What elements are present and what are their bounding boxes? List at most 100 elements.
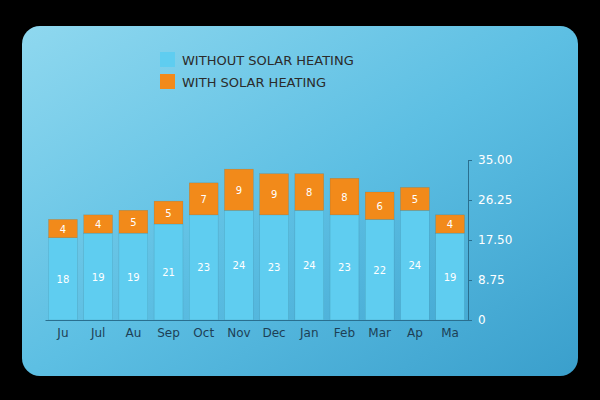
bar-segment bbox=[84, 233, 113, 320]
y-tick-label: 35.00 bbox=[478, 153, 512, 167]
x-tick: Sep bbox=[157, 320, 180, 340]
x-tick-label: Ap bbox=[407, 326, 423, 340]
data-label: 21 bbox=[162, 267, 175, 278]
y-tick-mark bbox=[468, 280, 472, 281]
data-label: 24 bbox=[303, 260, 316, 271]
y-axis-line bbox=[469, 161, 473, 321]
bar-segment bbox=[295, 174, 324, 211]
bar-segment bbox=[365, 219, 394, 320]
x-tick-label: Jan bbox=[299, 326, 319, 340]
legend: WITHOUT SOLAR HEATING WITH SOLAR HEATING bbox=[160, 52, 354, 90]
x-tick: Ma bbox=[441, 320, 459, 340]
x-tick: Oct bbox=[193, 320, 214, 340]
x-axis-line bbox=[46, 320, 469, 321]
x-tick-label: Feb bbox=[334, 326, 355, 340]
bar-segment bbox=[436, 215, 465, 233]
data-label: 5 bbox=[130, 217, 136, 228]
x-tick-label: Sep bbox=[157, 326, 180, 340]
y-tick-mark bbox=[468, 320, 472, 321]
frame bbox=[0, 0, 600, 400]
y-tick: 0 bbox=[468, 313, 486, 327]
bar-segment bbox=[154, 224, 183, 320]
bar-segment bbox=[49, 219, 78, 237]
bar-segment bbox=[365, 192, 394, 219]
data-label: 7 bbox=[201, 194, 207, 205]
x-tick: Ju bbox=[56, 320, 68, 340]
y-tick-label: 17.50 bbox=[478, 233, 512, 247]
x-tick: Jul bbox=[90, 320, 105, 340]
bar-segment bbox=[119, 233, 148, 320]
x-tick: Au bbox=[125, 320, 141, 340]
bar-segment bbox=[436, 233, 465, 320]
bar-segment bbox=[189, 215, 218, 320]
legend-swatch bbox=[160, 74, 175, 89]
data-label: 23 bbox=[268, 262, 281, 273]
data-label: 6 bbox=[376, 201, 382, 212]
background bbox=[22, 26, 578, 376]
data-label: 4 bbox=[95, 219, 101, 230]
bar-segment bbox=[260, 174, 289, 215]
bar-segment bbox=[330, 215, 359, 320]
data-label: 24 bbox=[408, 260, 421, 271]
y-tick: 35.00 bbox=[468, 153, 512, 167]
bar-segment bbox=[224, 210, 253, 320]
x-tick: Ap bbox=[407, 320, 423, 340]
data-label: 24 bbox=[233, 260, 246, 271]
x-axis: Ju Jul Au Sep Oct Nov Dec Jan Feb Mar Ap Ma bbox=[46, 320, 469, 340]
legend-swatch bbox=[160, 52, 175, 67]
x-tick: Jan bbox=[299, 320, 319, 340]
y-axis: 0 8.75 17.50 26.25 35.00 bbox=[468, 153, 512, 327]
data-label: 23 bbox=[197, 262, 210, 273]
x-tick: Mar bbox=[368, 320, 391, 340]
bars bbox=[49, 169, 465, 320]
bar-segment bbox=[400, 187, 429, 210]
y-tick-mark bbox=[468, 160, 472, 161]
x-tick-label: Nov bbox=[227, 326, 250, 340]
y-tick: 26.25 bbox=[468, 193, 512, 207]
data-label: 8 bbox=[341, 192, 347, 203]
data-label: 19 bbox=[444, 272, 457, 283]
legend-label: WITH SOLAR HEATING bbox=[182, 75, 326, 90]
x-tick-label: Mar bbox=[368, 326, 391, 340]
y-tick-label: 8.75 bbox=[478, 273, 505, 287]
bar-segment bbox=[84, 215, 113, 233]
y-tick-mark bbox=[468, 200, 472, 201]
y-tick-mark bbox=[468, 240, 472, 241]
data-label: 22 bbox=[373, 265, 386, 276]
data-label: 5 bbox=[412, 194, 418, 205]
x-tick: Dec bbox=[262, 320, 285, 340]
x-tick-label: Au bbox=[125, 326, 141, 340]
data-label: 4 bbox=[60, 224, 66, 235]
legend-label: WITHOUT SOLAR HEATING bbox=[182, 53, 354, 68]
bar-segment bbox=[400, 210, 429, 320]
y-tick-label: 26.25 bbox=[478, 193, 512, 207]
bar-segment bbox=[154, 201, 183, 224]
data-label: 8 bbox=[306, 187, 312, 198]
x-tick-label: Jul bbox=[90, 326, 105, 340]
data-labels: 184194195215237249239248238226245194 bbox=[57, 185, 457, 285]
bar-segment bbox=[224, 169, 253, 210]
x-tick-label: Ma bbox=[441, 326, 459, 340]
data-label: 19 bbox=[92, 272, 105, 283]
data-label: 18 bbox=[57, 274, 70, 285]
bar-segment bbox=[189, 183, 218, 215]
bar-segment bbox=[49, 238, 78, 320]
x-tick-label: Ju bbox=[56, 326, 68, 340]
x-tick-label: Oct bbox=[193, 326, 214, 340]
bar-segment bbox=[260, 215, 289, 320]
data-label: 5 bbox=[165, 208, 171, 219]
y-tick: 17.50 bbox=[468, 233, 512, 247]
x-tick-label: Dec bbox=[262, 326, 285, 340]
data-label: 19 bbox=[127, 272, 140, 283]
bar-segment bbox=[330, 178, 359, 215]
bar-segment bbox=[119, 210, 148, 233]
x-tick: Nov bbox=[227, 320, 250, 340]
y-tick: 8.75 bbox=[468, 273, 505, 287]
data-label: 9 bbox=[236, 185, 242, 196]
bar-segment bbox=[295, 210, 324, 320]
chart: 184194195215237249239248238226245194JuJu… bbox=[0, 0, 600, 400]
x-tick: Feb bbox=[334, 320, 355, 340]
data-label: 9 bbox=[271, 189, 277, 200]
data-label: 4 bbox=[447, 219, 453, 230]
y-tick-label: 0 bbox=[478, 313, 486, 327]
